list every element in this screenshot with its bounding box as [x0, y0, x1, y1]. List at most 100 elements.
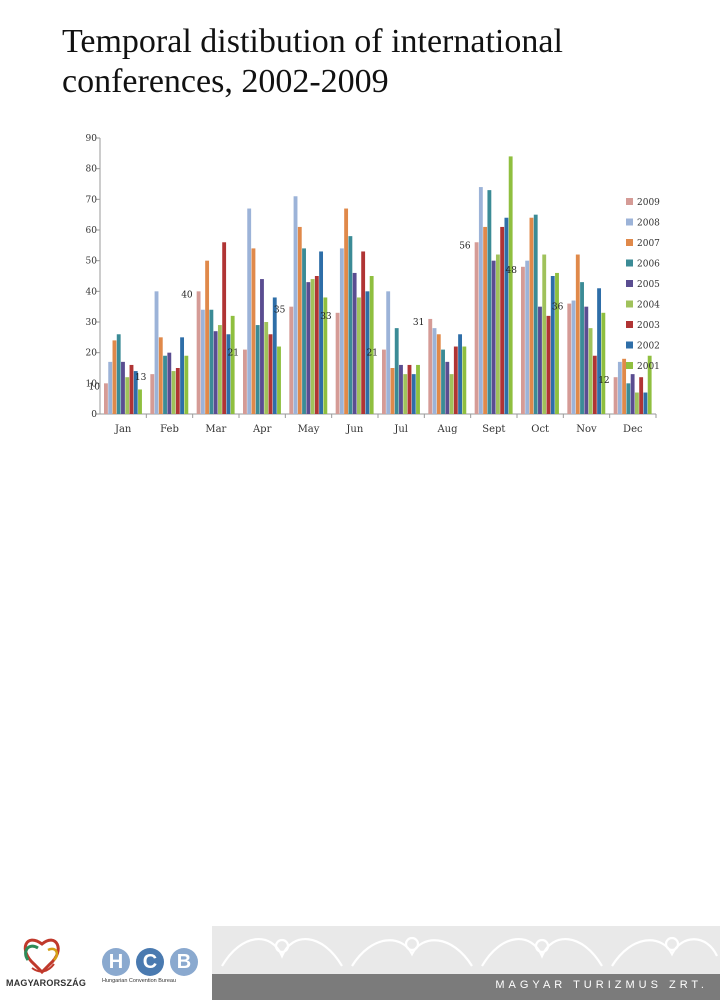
bar-2008-feb — [154, 291, 159, 414]
bar-2009-feb — [150, 374, 155, 414]
bar-2006-nov — [580, 282, 584, 414]
bar-2005-apr — [260, 279, 264, 414]
bar-2003-jul — [407, 364, 412, 414]
x-tick-label-jul: Jul — [393, 424, 408, 435]
bar-2004-jul — [403, 374, 408, 414]
bar-2004-jan — [125, 377, 130, 414]
bar-2008-jul — [386, 291, 391, 414]
bar-2007-apr — [251, 248, 256, 414]
legend-label-2006: 2006 — [637, 260, 660, 270]
legend-label-2009: 2009 — [637, 198, 660, 208]
data-label-jun: 33 — [320, 312, 332, 322]
bar-2007-dec — [622, 358, 627, 414]
bar-2001-jan — [138, 389, 142, 414]
legend-label-2003: 2003 — [637, 321, 660, 331]
legend-label-2005: 2005 — [637, 280, 660, 290]
bar-2008-dec — [617, 361, 622, 414]
bar-2006-aug — [441, 349, 445, 414]
bar-2002-aug — [458, 334, 463, 414]
legend-label-2001: 2001 — [637, 362, 660, 372]
bar-2001-sept — [508, 156, 513, 414]
bar-2004-sept — [495, 254, 500, 414]
slide-title: Temporal distibution of international co… — [62, 23, 563, 100]
bar-2004-oct — [542, 254, 547, 414]
bar-2002-apr — [272, 297, 277, 414]
bar-2004-jun — [356, 297, 361, 414]
legend-label-2007: 2007 — [637, 239, 660, 249]
data-label-may: 35 — [274, 306, 286, 316]
bar-2005-may — [306, 282, 311, 414]
x-tick-label-jun: Jun — [345, 424, 363, 435]
x-tick-label-dec: Dec — [623, 424, 643, 435]
bar-2001-oct — [555, 272, 559, 414]
hcb-logo: H C B Hungarian Convention Bureau — [102, 948, 202, 996]
legend-swatch-2006 — [626, 259, 633, 267]
bar-2005-jul — [399, 364, 403, 414]
bar-2002-jun — [365, 291, 370, 414]
bar-2009-jan — [104, 383, 108, 414]
bar-2007-sept — [483, 226, 488, 414]
bar-2009-jul — [382, 349, 386, 414]
y-tick-label: 20 — [86, 349, 98, 359]
data-label-aug: 31 — [413, 318, 424, 328]
bar-2008-sept — [478, 187, 483, 414]
bar-2006-mar — [209, 309, 214, 414]
bar-2008-jun — [339, 248, 344, 414]
bar-2006-feb — [163, 355, 167, 414]
bar-2006-sept — [487, 190, 492, 414]
bar-2003-dec — [639, 377, 644, 414]
y-tick-label: 90 — [86, 134, 98, 144]
x-tick-label-oct: Oct — [531, 424, 549, 435]
y-tick-label: 40 — [86, 287, 98, 297]
bar-2007-nov — [575, 254, 580, 414]
legend-swatch-2001 — [626, 362, 633, 369]
hcb-subtitle: Hungarian Convention Bureau — [102, 978, 176, 984]
bar-2005-oct — [538, 306, 542, 414]
bar-2002-oct — [550, 276, 555, 414]
x-tick-label-nov: Nov — [576, 424, 597, 435]
footer-brand: MAGYAR TURIZMUS ZRT. — [495, 979, 708, 991]
bar-2009-sept — [474, 242, 479, 414]
bar-2003-jan — [129, 364, 134, 414]
bar-2009-nov — [567, 303, 572, 414]
data-label-apr: 21 — [228, 349, 239, 359]
bar-2007-jul — [390, 368, 395, 414]
bar-2003-oct — [546, 315, 551, 414]
bar-2009-mar — [196, 291, 201, 414]
bar-2001-may — [323, 297, 328, 414]
bar-2008-may — [293, 196, 298, 414]
bar-2008-apr — [247, 208, 252, 414]
bar-2003-feb — [175, 368, 180, 414]
bar-2004-may — [310, 279, 315, 414]
bar-2001-aug — [462, 346, 467, 414]
bar-2002-sept — [504, 217, 509, 414]
bar-2003-jun — [361, 251, 366, 414]
data-label-dec: 12 — [598, 376, 609, 386]
x-tick-label-jan: Jan — [114, 424, 132, 435]
hcb-letter-c: C — [136, 948, 164, 976]
bar-2009-dec — [613, 377, 618, 414]
x-tick-label-sept: Sept — [482, 424, 505, 435]
bar-2006-may — [302, 248, 306, 414]
bar-2001-mar — [230, 315, 235, 414]
bar-2008-aug — [432, 328, 437, 414]
bar-2004-aug — [449, 374, 454, 414]
legend-label-2004: 2004 — [637, 301, 660, 311]
bar-2007-aug — [436, 334, 441, 414]
bar-2003-mar — [222, 242, 227, 414]
bar-2009-jun — [335, 312, 340, 414]
x-tick-label-apr: Apr — [252, 424, 272, 435]
bar-2008-mar — [200, 309, 205, 414]
bar-2007-jan — [112, 340, 117, 414]
bar-2006-apr — [255, 325, 260, 414]
bar-2002-jul — [411, 374, 416, 414]
data-label-jul: 21 — [367, 349, 378, 359]
bar-2002-nov — [597, 288, 602, 414]
country-wordmark: MAGYARORSZÁG — [6, 978, 87, 988]
bar-2005-mar — [213, 331, 218, 414]
legend-swatch-2007 — [626, 239, 633, 246]
legend-label-2002: 2002 — [637, 342, 660, 352]
bar-2007-jun — [344, 208, 349, 414]
footer: MAGYARORSZÁG H C B Hungarian Convention … — [0, 460, 720, 1000]
bar-2006-jul — [394, 328, 399, 414]
